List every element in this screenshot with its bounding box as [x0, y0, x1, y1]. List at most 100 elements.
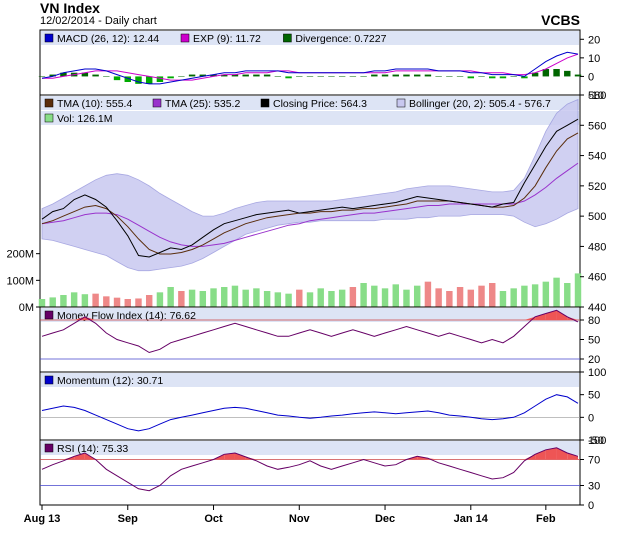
divergence-bar: [521, 76, 528, 79]
divergence-bar: [435, 76, 442, 77]
divergence-bar: [135, 76, 142, 84]
mfi-tick-label: 50: [588, 335, 600, 347]
volume-bar: [60, 295, 67, 307]
x-tick-label: Feb: [536, 513, 556, 525]
volume-bar: [564, 283, 571, 307]
price-tick-label: 520: [588, 181, 606, 193]
volume-bar: [178, 291, 185, 307]
price-tick-label: 500: [588, 211, 606, 223]
divergence-bar: [274, 76, 282, 77]
volume-bar: [135, 298, 142, 307]
volume-bar: [317, 288, 324, 307]
macd-tick-label: -10: [588, 90, 604, 102]
volume-bar: [338, 289, 346, 307]
volume-bar: [424, 281, 432, 307]
price-legend-swatch: [44, 98, 54, 108]
divergence-bar: [360, 76, 367, 77]
volume-bar: [403, 289, 410, 307]
rsi-overbought-fill: [535, 449, 546, 460]
mfi-tick-label: 20: [588, 354, 600, 366]
volume-bar: [371, 285, 378, 307]
macd-legend-swatch: [180, 33, 190, 43]
volume-bar: [38, 299, 46, 307]
divergence-bar: [145, 76, 153, 84]
divergence-bar: [381, 74, 389, 77]
rsi-overbought-fill: [74, 453, 85, 460]
divergence-bar: [328, 76, 335, 77]
volume-bar: [199, 291, 207, 307]
volume-bar: [242, 289, 249, 307]
volume-bar: [521, 285, 528, 307]
volume-bar: [456, 287, 464, 307]
divergence-bar: [553, 69, 560, 77]
volume-bar: [360, 283, 367, 307]
divergence-bar: [263, 74, 271, 77]
volume-bar: [156, 292, 164, 307]
chart-title: VN Index: [40, 0, 100, 16]
macd-tick-label: 10: [588, 53, 600, 65]
divergence-bar: [489, 76, 496, 79]
divergence-bar: [306, 76, 314, 77]
divergence-bar: [467, 76, 475, 79]
volume-bar: [274, 292, 282, 307]
volume-bar: [349, 287, 357, 307]
divergence-bar: [242, 74, 249, 77]
divergence-bar: [285, 76, 292, 79]
mfi-legend-swatch: [44, 310, 54, 320]
closing-price-line: [41, 118, 579, 258]
divergence-bar: [38, 76, 46, 77]
macd-legend-label: Divergence: 0.7227: [295, 33, 386, 45]
macd-line: [41, 51, 579, 85]
divergence-bar: [349, 76, 357, 77]
divergence-bar: [167, 76, 174, 79]
divergence-bar: [231, 74, 239, 77]
mfi-overbought-fill: [74, 316, 85, 320]
momentum-tick-label: 100: [588, 367, 606, 379]
macd-legend-label: MACD (26, 12): 12.44: [57, 33, 159, 45]
divergence-bar: [510, 76, 517, 77]
x-tick-label: Aug 13: [24, 513, 61, 525]
rsi-legend-swatch: [44, 443, 54, 453]
divergence-bar: [124, 76, 131, 82]
volume-bar: [231, 285, 239, 307]
divergence-bar: [456, 76, 464, 77]
divergence-bar: [199, 74, 207, 77]
divergence-bar: [446, 76, 453, 77]
volume-bar: [145, 295, 153, 307]
mfi-line: [41, 309, 579, 354]
price-tick-label: 440: [588, 302, 606, 314]
divergence-bar: [413, 74, 421, 77]
volume-bar: [103, 296, 110, 307]
momentum-tick-label: -50: [588, 435, 604, 447]
tma25-line: [41, 162, 579, 247]
divergence-bar: [253, 74, 260, 77]
volume-bar: [542, 281, 550, 307]
volume-bar: [285, 293, 292, 307]
momentum-legend-label: Momentum (12): 30.71: [57, 375, 163, 387]
divergence-bar: [113, 76, 121, 81]
divergence-bar: [478, 76, 485, 77]
rsi-tick-label: 30: [588, 481, 600, 493]
momentum-tick-label: 50: [588, 390, 600, 402]
price-legend-swatch: [260, 98, 270, 108]
volume-bar: [435, 288, 442, 307]
brand-label: VCBS: [541, 12, 580, 28]
volume-bar: [221, 287, 228, 307]
divergence-bar: [221, 74, 228, 77]
vol-legend-label: Vol: 126.1M: [57, 113, 112, 125]
momentum-legend-swatch: [44, 375, 54, 385]
volume-bar: [467, 289, 475, 307]
divergence-bar: [564, 70, 571, 77]
macd-legend-bg: [41, 31, 579, 45]
divergence-bar: [403, 74, 410, 77]
rsi-legend-label: RSI (14): 75.33: [57, 443, 128, 455]
volume-bar: [124, 299, 131, 307]
divergence-bar: [92, 74, 99, 77]
rsi-overbought-fill: [234, 453, 246, 460]
volume-bar: [510, 288, 517, 307]
divergence-bar: [392, 74, 399, 77]
volume-bar: [296, 289, 303, 307]
rsi-overbought-fill: [224, 453, 235, 460]
divergence-bar: [542, 69, 550, 77]
